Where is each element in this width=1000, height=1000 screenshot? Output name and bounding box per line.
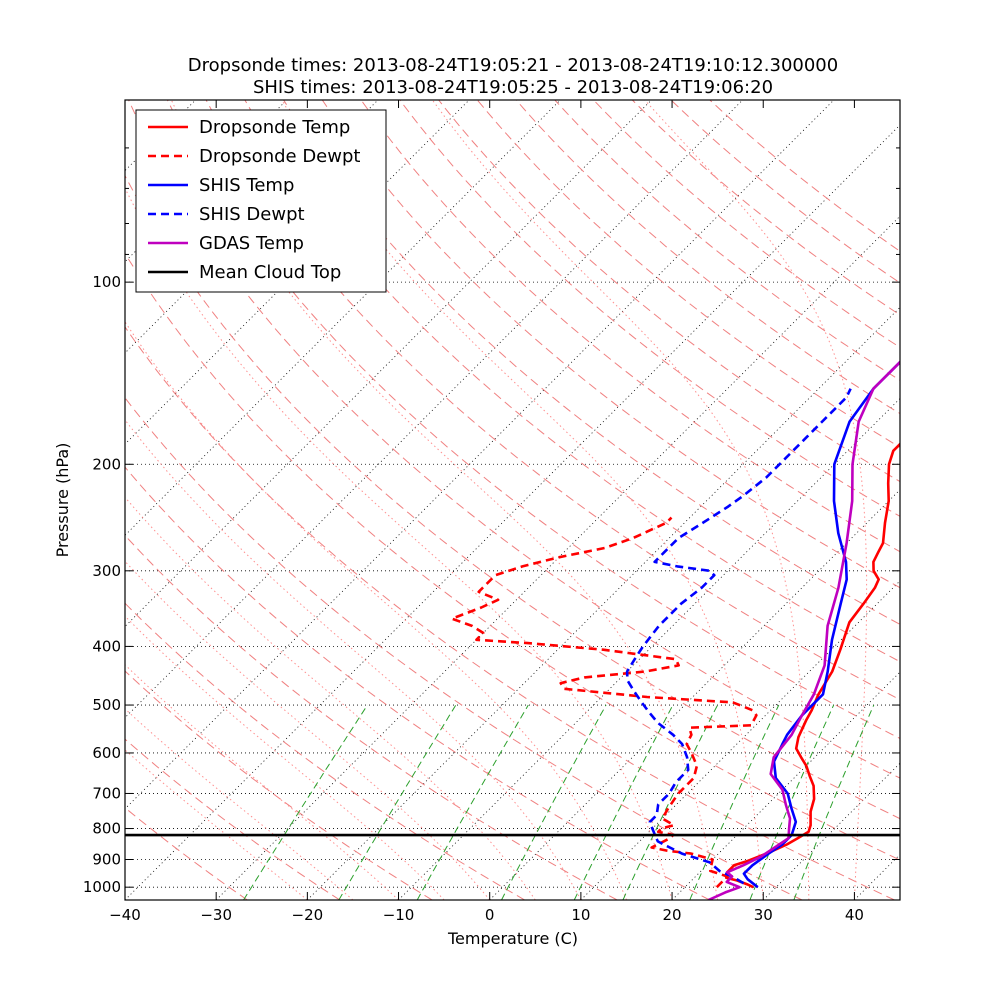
dry-adiabat [593, 100, 900, 348]
dry-adiabat [125, 466, 710, 900]
isotherm-gridline [0, 100, 13, 900]
dry-adiabat [125, 252, 900, 861]
dry-adiabat [125, 326, 895, 900]
x-tick-label: 10 [571, 906, 590, 924]
series-line-1 [450, 516, 758, 889]
legend-label: Dropsonde Dewpt [199, 146, 360, 167]
legend-label: Mean Cloud Top [199, 262, 341, 283]
moist-adiabat [125, 496, 536, 900]
chart-subtitle: SHIS times: 2013-08-24T19:05:25 - 2013-0… [253, 77, 773, 98]
isotherm-gridline [854, 853, 900, 900]
series-line-0 [724, 442, 900, 889]
y-tick-label: 300 [92, 562, 121, 580]
y-axis-label: Pressure (hPa) [53, 443, 72, 558]
y-tick-label: 100 [92, 273, 121, 291]
y-tick-label: 700 [92, 784, 121, 802]
mixing-ratio-line [416, 704, 529, 900]
y-tick-label: 200 [92, 455, 121, 473]
dry-adiabat [205, 100, 900, 701]
moist-adiabat [125, 187, 673, 900]
dry-adiabat [125, 397, 803, 900]
x-tick-label: −30 [200, 906, 232, 924]
legend-label: SHIS Dewpt [199, 204, 305, 225]
dry-adiabat [631, 100, 900, 316]
y-tick-label: 800 [92, 820, 121, 838]
mixing-ratio-line [622, 704, 719, 900]
moist-adiabat [281, 100, 764, 900]
moist-adiabat [125, 320, 627, 900]
plot-frame [124, 99, 901, 901]
moist-adiabat [125, 708, 354, 900]
dry-adiabat [670, 100, 900, 284]
dry-adiabat [438, 100, 900, 483]
mixing-ratio-line [338, 704, 457, 900]
x-tick-label: 30 [754, 906, 773, 924]
isotherm-gridline [307, 306, 900, 900]
dry-adiabat [515, 100, 900, 415]
x-tick-label: 20 [663, 906, 682, 924]
legend-label: SHIS Temp [199, 175, 294, 196]
series-line-3 [625, 388, 852, 885]
isotherm-gridline [125, 124, 900, 900]
mixing-ratio-line [749, 704, 835, 900]
plot-area [0, 100, 1000, 900]
dry-adiabat [244, 100, 900, 663]
x-tick-label: 0 [485, 906, 495, 924]
y-tick-label: 500 [92, 696, 121, 714]
mixing-ratio-line [501, 704, 607, 900]
dry-adiabat [321, 100, 900, 589]
dry-adiabat [399, 100, 900, 517]
y-tick-label: 1000 [83, 878, 121, 896]
isotherm-gridline [946, 100, 1000, 900]
chart-title: Dropsonde times: 2013-08-24T19:05:21 - 2… [188, 55, 838, 76]
mixing-ratio-line [243, 704, 368, 900]
isotherm-gridline [762, 762, 900, 900]
dry-adiabat [125, 738, 341, 900]
dry-adiabat [283, 100, 900, 625]
isotherm-gridline [580, 580, 900, 900]
moist-adiabat [170, 100, 719, 900]
mixing-ratio-line [689, 704, 780, 900]
isotherm-gridline [489, 489, 900, 900]
x-tick-label: −20 [292, 906, 324, 924]
y-tick-label: 400 [92, 637, 121, 655]
dry-adiabat [360, 100, 900, 553]
x-axis-label: Temperature (C) [447, 929, 578, 948]
moist-adiabat [125, 664, 399, 900]
moist-adiabat [644, 100, 868, 900]
x-tick-label: 40 [845, 906, 864, 924]
moist-adiabat [431, 100, 810, 900]
legend: Dropsonde Temp Dropsonde Dewpt SHIS Temp SH… [135, 109, 387, 293]
y-tick-label: 900 [92, 850, 121, 868]
dry-adiabat [125, 602, 525, 900]
mixing-ratio-line [573, 704, 674, 900]
isotherm-gridline [215, 215, 900, 900]
isotherm-gridline [671, 671, 900, 900]
dry-adiabat [554, 100, 900, 381]
x-tick-label: −40 [109, 906, 141, 924]
dry-adiabat [476, 100, 900, 448]
dry-adiabat [709, 100, 900, 252]
series-line-2 [742, 360, 900, 889]
isotherm-gridline [125, 100, 835, 810]
series-line-4 [707, 360, 900, 900]
moist-adiabat [125, 560, 491, 900]
legend-label: GDAS Temp [199, 233, 304, 254]
legend-label: Dropsonde Temp [199, 117, 350, 138]
mixing-ratio-line [793, 704, 875, 900]
isotherm-gridline [398, 397, 900, 900]
dry-adiabat [125, 534, 618, 900]
dry-adiabat [166, 100, 900, 740]
legend-box [135, 109, 387, 293]
y-tick-label: 600 [92, 744, 121, 762]
x-tick-label: −10 [383, 906, 415, 924]
moist-adiabat [125, 749, 308, 900]
